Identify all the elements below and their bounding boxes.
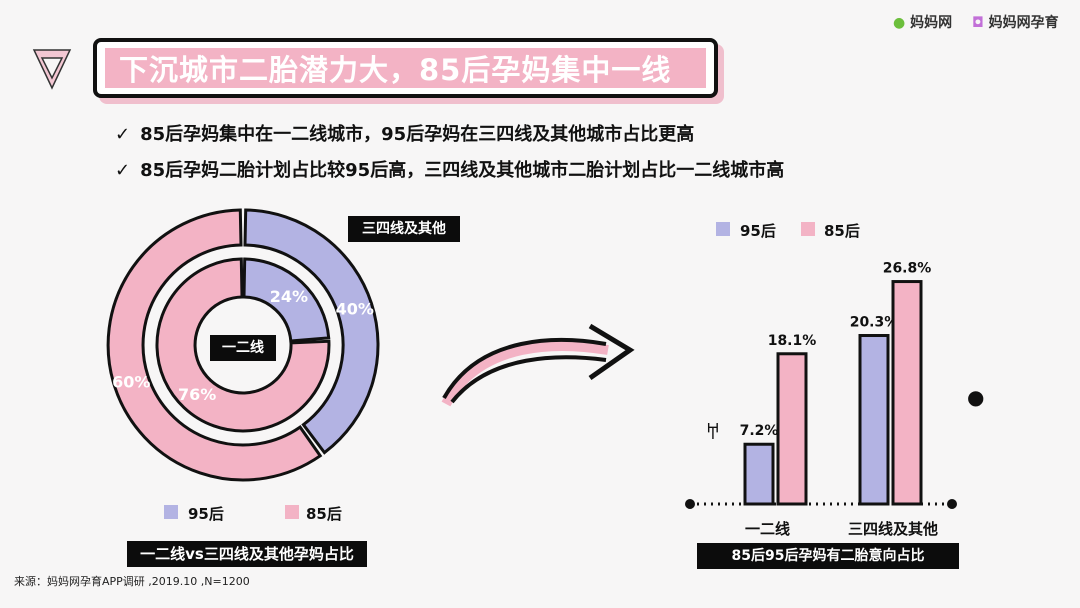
- donut-label-outer-1: 60%: [112, 372, 150, 391]
- category-label-1: 一二线: [745, 520, 791, 538]
- legend-label-85: 85后: [306, 505, 342, 523]
- source-footnote: 来源：妈妈网孕育APP调研 ,2019.10 ,N=1200: [14, 575, 250, 588]
- bar-label-1-1: 26.8%: [883, 261, 932, 277]
- check-icon: ✓: [115, 124, 131, 145]
- donut-label-inner-1: 76%: [178, 385, 216, 404]
- legend-swatch-95: [164, 505, 178, 519]
- category-label-2: 三四线及其他: [848, 520, 939, 538]
- bar-label-1-0: 18.1%: [768, 333, 817, 349]
- arrow-icon: [441, 323, 635, 407]
- donut-label-inner-0: 24%: [270, 287, 308, 306]
- legend-swatch-85: [285, 505, 299, 519]
- donut-title: 一二线vs三四线及其他孕妈占比: [127, 541, 367, 567]
- bar-legend-label-95: 95后: [740, 222, 776, 240]
- baby-crawl-icon: 𐀀: [706, 420, 720, 444]
- bar-0-0: [743, 442, 775, 506]
- donut-slice-inner-0: [242, 257, 331, 343]
- inner-ring-label: 一二线: [210, 335, 276, 361]
- baby-sit-icon: ●: [967, 385, 985, 409]
- bar-legend-label-85: 85后: [824, 222, 860, 240]
- outer-ring-label: 三四线及其他: [348, 216, 460, 242]
- bar-label-0-1: 20.3%: [850, 315, 899, 331]
- donut-label-outer-0: 40%: [336, 300, 374, 319]
- donut-slice-inner-1: [155, 257, 331, 433]
- bullet-2: ✓ 85后孕妈二胎计划占比较95后高，三四线及其他城市二胎计划占比一二线城市高: [115, 160, 785, 181]
- bar-0-1: [858, 334, 890, 506]
- bar-legend-swatch-85: [801, 222, 815, 236]
- legend-label-95: 95后: [188, 505, 224, 523]
- axis-end-left: [685, 499, 695, 509]
- check-icon: ✓: [115, 160, 131, 181]
- bar-legend-swatch-95: [716, 222, 730, 236]
- axis-end-right: [947, 499, 957, 509]
- bar-chart-title: 85后95后孕妈有二胎意向占比: [697, 543, 959, 569]
- page-title: 下沉城市二胎潜力大，85后孕妈集中一线: [105, 48, 706, 88]
- mamawang-yunyu-logo: ◘ 妈妈网孕育: [972, 15, 1059, 31]
- donut-slice-outer-1: [106, 208, 323, 482]
- triangle-deco-icon: [32, 49, 72, 90]
- donut-slice-outer-0: [243, 208, 380, 455]
- bar-1-0: [776, 352, 808, 506]
- bullet-1: ✓ 85后孕妈集中在一二线城市，95后孕妈在三四线及其他城市占比更高: [115, 124, 695, 145]
- title-banner: 下沉城市二胎潜力大，85后孕妈集中一线: [93, 38, 718, 98]
- bar-label-0-0: 7.2%: [740, 423, 779, 439]
- bar-1-1: [891, 280, 923, 506]
- mamawang-logo: ● 妈妈网: [893, 15, 953, 31]
